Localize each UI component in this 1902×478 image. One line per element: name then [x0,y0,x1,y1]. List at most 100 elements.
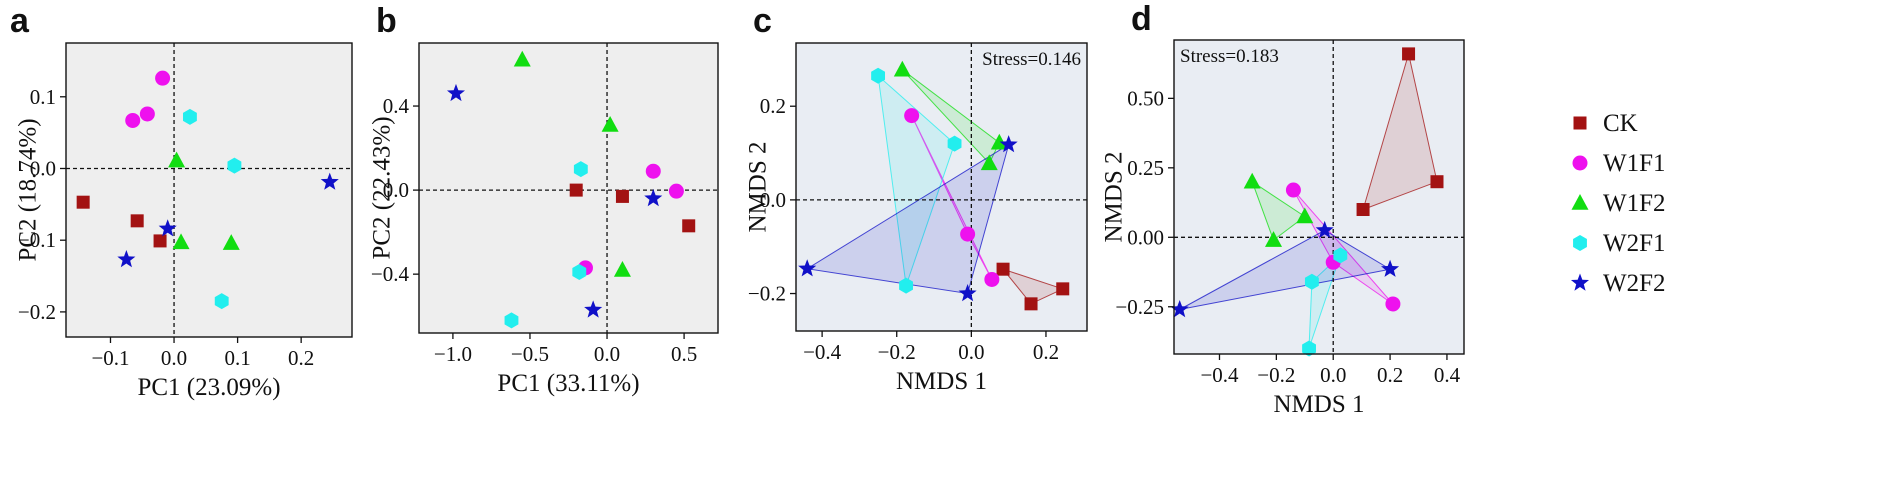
point-w1f2 [222,234,240,250]
point-w1f1 [984,271,1000,287]
point-ck [1430,175,1444,189]
panel-letter-b: b [376,2,397,40]
panel-letter-d: d [1131,0,1152,38]
legend-marker-w1f1 [1572,155,1588,171]
point-w2f2 [644,189,663,207]
legend-item-w2f2: W2F2 [1570,270,1666,297]
point-w1f1 [1385,296,1401,312]
point-w2f2 [320,172,339,190]
legend-marker-w1f2 [1571,194,1589,210]
point-w2f2 [1315,220,1334,239]
x-axis-label: NMDS 1 [1274,391,1365,418]
y-tick-label: 0.25 [1127,156,1164,180]
point-ck [615,189,629,203]
point-ck [1024,297,1038,311]
legend-item-w1f2: W1F2 [1571,190,1666,217]
hull-w1f2 [1251,180,1306,241]
point-w1f2 [613,260,631,277]
point-ck [996,262,1010,276]
y-tick-label: 0.0 [383,178,409,202]
y-tick-label: 0.0 [30,156,56,180]
point-w1f2 [1296,207,1314,224]
point-w2f2 [158,219,177,237]
point-w1f1 [1285,182,1301,198]
point-w2f1 [572,264,587,281]
y-tick-label: 0.00 [1127,225,1164,249]
y-tick-label: 0.1 [30,85,56,109]
point-w1f2 [990,133,1008,150]
point-w2f1 [214,293,229,310]
point-w2f2 [958,284,977,302]
plot-area [419,43,718,333]
legend-label: W2F1 [1603,230,1666,257]
plot-area [66,43,352,337]
x-tick-label: 0.0 [594,342,620,366]
point-w2f2 [1381,259,1400,277]
x-tick-label: 0.0 [161,346,187,370]
x-tick-label: −0.4 [803,340,842,364]
point-ck [130,214,144,228]
point-w2f2 [798,259,817,277]
point-w2f1 [183,108,197,125]
plot-area [796,43,1087,331]
point-w2f2 [1170,300,1189,318]
point-w1f2 [1243,172,1261,189]
legend: CK W1F1 W1F2 W2F1 W2F2 [1570,110,1666,297]
point-w1f1 [139,106,155,122]
legend-label: W1F2 [1603,190,1666,217]
point-w2f1 [573,161,588,178]
y-tick-label: −0.2 [748,282,786,306]
point-ck [1056,282,1070,296]
stress-annotation: Stress=0.183 [1180,46,1279,67]
point-w1f2 [172,233,190,250]
x-tick-label: −1.0 [434,342,472,366]
stress-annotation: Stress=0.146 [982,49,1081,70]
point-w1f2 [601,115,619,132]
panel-letter-c: c [753,2,772,40]
x-tick-label: 0.5 [671,342,697,366]
point-w2f2 [584,300,603,318]
point-w1f2 [893,60,911,77]
point-ck [76,195,90,209]
x-tick-label: 0.0 [958,340,984,364]
point-w1f1 [155,70,171,86]
x-axis-label: PC1 (33.11%) [497,370,639,397]
point-w1f2 [168,151,186,168]
x-tick-label: 0.2 [1033,340,1059,364]
point-w2f1 [227,157,242,174]
point-w1f1 [645,163,661,179]
y-tick-label: 0.4 [383,94,410,118]
legend-label: CK [1603,110,1638,137]
axes-frame [65,42,353,338]
point-w1f1 [668,183,684,199]
chart-panel-a: −0.1 0.0 0.1 0.2 −0.2 −0.1 0.0 0.1 PC1 (23.09%) P… [10,2,353,401]
x-axis-label: PC1 (23.09%) [137,374,280,401]
chart-panel-c: −0.4 −0.2 0.0 0.2 −0.2 0.0 0.2 NMDS 1 NMDS 2 Stre… [745,2,1088,395]
legend-item-w1f1: W1F1 [1572,150,1666,177]
hull-w1f1 [1292,189,1394,305]
point-w2f1 [1304,273,1319,290]
y-axis-label: NMDS 2 [745,142,772,233]
point-w2f1 [1302,340,1316,357]
hull-ck [1362,53,1438,211]
x-tick-label: 0.2 [288,346,314,370]
point-w2f1 [1333,247,1348,264]
legend-marker-ck [1573,116,1587,130]
y-tick-label: −0.25 [1115,295,1164,319]
x-tick-label: 0.0 [1320,363,1346,387]
point-ck [1402,47,1416,61]
legend-item-ck: CK [1573,110,1638,137]
axes-frame [795,42,1088,332]
x-tick-label: 0.4 [1434,363,1461,387]
y-tick-label: 0.50 [1127,86,1164,110]
point-w2f2 [117,250,136,268]
y-axis-label: PC2 (18.74%) [15,118,42,261]
point-w2f1 [947,135,962,152]
point-w1f1 [904,108,920,124]
x-tick-label: −0.1 [91,346,129,370]
y-tick-label: −0.4 [371,262,410,286]
point-w2f1 [899,277,913,294]
panel-letter-a: a [10,2,30,40]
hull-w2f2 [805,143,1010,295]
legend-marker-w2f2 [1570,273,1590,291]
